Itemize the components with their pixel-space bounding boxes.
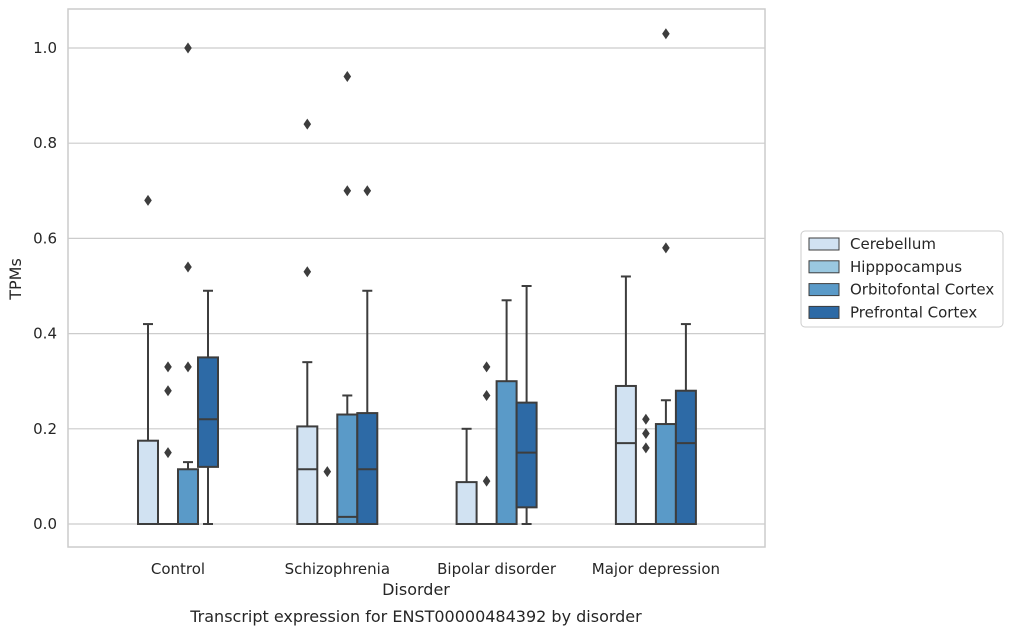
outlier-point bbox=[363, 185, 372, 197]
legend-swatch bbox=[808, 305, 840, 319]
legend: Cerebellum Hipppocampus Orbitofontal Corte… bbox=[800, 230, 1004, 328]
x-tick-label: Control bbox=[151, 560, 205, 578]
y-tick-label: 0.6 bbox=[33, 229, 57, 247]
box-cerebellum bbox=[296, 118, 319, 526]
outlier-point bbox=[303, 118, 312, 130]
y-tick-label: 0.0 bbox=[33, 515, 57, 533]
box-prefrontal-cortex bbox=[197, 289, 219, 525]
outlier-point bbox=[164, 361, 172, 373]
box-hipppocampus bbox=[635, 413, 656, 525]
x-tick-label: Major depression bbox=[592, 560, 720, 578]
y-axis-title: TPMs bbox=[6, 258, 25, 301]
chart-caption: Transcript expression for ENST0000048439… bbox=[189, 607, 642, 626]
legend-swatch bbox=[808, 260, 840, 274]
legend-swatch bbox=[808, 237, 840, 251]
x-tick-label: Bipolar disorder bbox=[437, 560, 557, 578]
outlier-point bbox=[323, 466, 332, 478]
box-body bbox=[177, 468, 199, 526]
box-hipppocampus bbox=[158, 361, 178, 525]
x-tick-label: Schizophrenia bbox=[285, 560, 390, 578]
box-body bbox=[197, 356, 219, 468]
box-orbitofontal-cortex bbox=[336, 71, 359, 525]
box-orbitofontal-cortex bbox=[495, 299, 518, 526]
box-orbitofontal-cortex bbox=[177, 42, 199, 526]
legend-label: Orbitofontal Cortex bbox=[850, 281, 994, 299]
outlier-point bbox=[642, 428, 650, 440]
box-body bbox=[455, 481, 478, 525]
axes-frame bbox=[67, 8, 766, 548]
box-body bbox=[336, 413, 359, 525]
outlier-point bbox=[482, 361, 491, 373]
box-body bbox=[495, 380, 518, 526]
box-cerebellum bbox=[455, 427, 478, 525]
outlier-point bbox=[184, 42, 192, 54]
box-hipppocampus bbox=[476, 361, 497, 525]
y-tick-label: 0.4 bbox=[33, 325, 57, 343]
box-body bbox=[137, 439, 159, 526]
box-cerebellum bbox=[137, 194, 159, 526]
y-tick-label: 0.2 bbox=[33, 420, 57, 438]
outlier-point bbox=[662, 242, 670, 254]
y-tick-label: 0.8 bbox=[33, 134, 57, 152]
outlier-point bbox=[184, 261, 192, 273]
box-hipppocampus bbox=[317, 466, 338, 525]
legend-label: Prefrontal Cortex bbox=[850, 303, 977, 321]
y-tick-labels: 0.0 0.2 0.4 0.6 0.8 1.0 bbox=[33, 39, 57, 533]
x-axis-title: Disorder bbox=[382, 580, 450, 599]
outlier-point bbox=[303, 266, 312, 278]
outlier-point bbox=[662, 28, 670, 40]
outlier-point bbox=[164, 385, 172, 397]
legend-swatch bbox=[808, 283, 840, 297]
outlier-point bbox=[482, 389, 491, 401]
box-prefrontal-cortex bbox=[515, 285, 538, 525]
box-prefrontal-cortex bbox=[674, 323, 697, 525]
box-orbitofontal-cortex bbox=[654, 28, 677, 526]
box-body bbox=[515, 401, 538, 509]
legend-frame bbox=[800, 230, 1004, 328]
x-tick-labels: Control Schizophrenia Bipolar disorder Majo… bbox=[151, 560, 720, 578]
outlier-point bbox=[343, 185, 352, 197]
outlier-point bbox=[343, 71, 352, 83]
box-prefrontal-cortex bbox=[356, 185, 379, 526]
outlier-point bbox=[144, 194, 152, 206]
legend-label: Hipppocampus bbox=[850, 258, 962, 276]
y-tick-label: 1.0 bbox=[33, 39, 57, 57]
outlier-point bbox=[482, 475, 491, 487]
outlier-point bbox=[184, 361, 192, 373]
legend-label: Cerebellum bbox=[850, 235, 936, 253]
box-cerebellum bbox=[614, 275, 637, 525]
box-body bbox=[674, 389, 697, 525]
outlier-point bbox=[642, 413, 650, 425]
box-body bbox=[614, 384, 637, 525]
box-body bbox=[654, 423, 677, 526]
outlier-point bbox=[642, 442, 650, 454]
outlier-point bbox=[164, 447, 172, 459]
plot-area bbox=[137, 28, 697, 526]
box-body bbox=[296, 425, 319, 526]
